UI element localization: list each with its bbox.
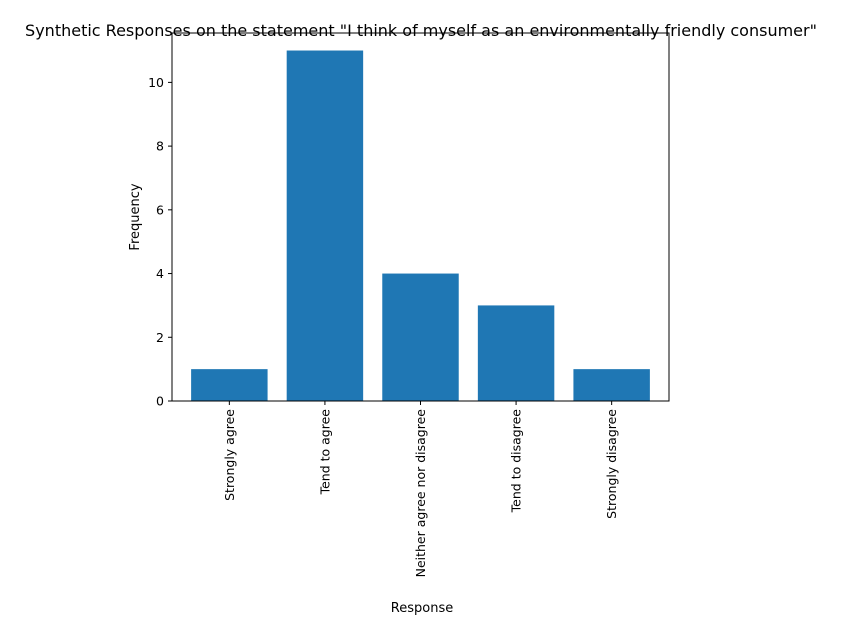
y-tick-label-3: 6 xyxy=(156,202,164,217)
y-tick-label-1: 2 xyxy=(156,330,164,345)
x-tick-label-3: Tend to disagree xyxy=(509,409,524,514)
y-tick-label-2: 4 xyxy=(156,266,164,281)
y-tick-label-5: 10 xyxy=(148,75,164,90)
bar-4 xyxy=(573,369,650,401)
x-tick-label-0: Strongly agree xyxy=(222,409,237,501)
bar-3 xyxy=(477,305,555,401)
x-axis-ticks: Strongly agree Tend to agree Neither agree… xyxy=(222,401,619,577)
x-axis-label: Response xyxy=(391,601,453,616)
y-axis-label: Frequency xyxy=(128,183,143,250)
y-axis-ticks: 0 2 4 6 8 10 xyxy=(148,75,172,409)
bars-layer xyxy=(191,50,650,402)
x-tick-label-2: Neither agree nor disagree xyxy=(413,409,428,578)
y-tick-label-4: 8 xyxy=(156,139,164,154)
y-tick-label-0: 0 xyxy=(156,394,164,409)
x-tick-label-1: Tend to agree xyxy=(317,409,332,496)
bar-1 xyxy=(286,50,364,402)
chart-title: Synthetic Responses on the statement "I … xyxy=(25,21,817,40)
x-tick-label-4: Strongly disagree xyxy=(604,409,619,519)
bar-2 xyxy=(382,273,459,401)
bar-0 xyxy=(191,369,268,401)
